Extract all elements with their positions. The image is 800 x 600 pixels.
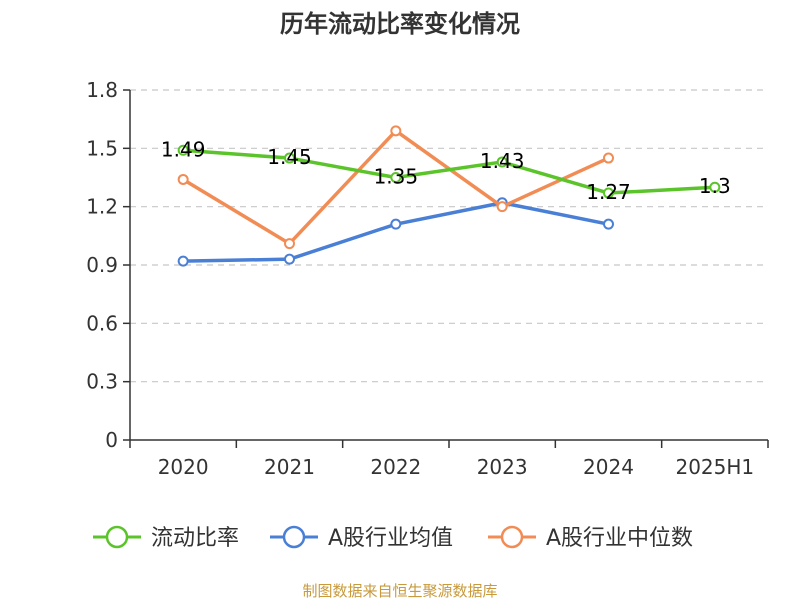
data-point xyxy=(496,201,508,213)
data-point xyxy=(177,255,189,267)
legend-label: A股行业均值 xyxy=(328,526,453,551)
series-line xyxy=(181,148,717,195)
data-point xyxy=(177,173,189,185)
data-point xyxy=(496,156,508,168)
x-tick-label: 2020 xyxy=(158,455,209,479)
x-tick-label: 2023 xyxy=(477,455,528,479)
data-label: 1.3 xyxy=(699,174,731,198)
data-label: 1.45 xyxy=(267,145,312,169)
data-label: 1.27 xyxy=(586,180,631,204)
x-tick-label: 2025H1 xyxy=(675,455,754,479)
data-label: 1.49 xyxy=(161,137,206,161)
source-note: 制图数据来自恒生聚源数据库 xyxy=(302,582,497,600)
chart-title: 历年流动比率变化情况 xyxy=(280,10,520,38)
y-tick-label: 1.5 xyxy=(86,136,118,160)
series-layer xyxy=(177,125,721,267)
grid xyxy=(130,89,768,383)
data-point xyxy=(390,125,402,137)
data-label: 1.43 xyxy=(480,149,525,173)
data-point xyxy=(603,152,614,164)
data-labels: 1.49 1.45 1.35 1.43 1.27 1.3 xyxy=(161,137,731,204)
y-tick-label: 0.6 xyxy=(86,311,118,335)
data-point xyxy=(177,144,189,156)
series-line xyxy=(181,201,611,263)
data-point xyxy=(284,253,295,265)
data-label: 1.35 xyxy=(374,165,419,189)
legend-label: A股行业中位数 xyxy=(546,526,693,551)
x-tick-label: 2024 xyxy=(583,455,634,479)
data-point xyxy=(284,238,295,250)
axes: 0 0.3 0.6 0.9 1.2 1.5 1.8 2020 2021 2022 2023 2024 2… xyxy=(86,78,769,479)
legend-marker xyxy=(500,525,524,549)
y-tick-label: 0 xyxy=(105,428,118,452)
y-tick-label: 0.9 xyxy=(86,253,118,277)
legend-marker xyxy=(105,525,129,549)
x-tick-label: 2021 xyxy=(264,455,315,479)
y-tick-label: 1.8 xyxy=(86,78,118,102)
legend-marker xyxy=(282,525,306,549)
data-point xyxy=(284,152,295,164)
y-tick-label: 1.2 xyxy=(86,195,118,219)
legend-label: 流动比率 xyxy=(151,526,239,551)
legend: 流动比率 A股行业均值 A股行业中位数 xyxy=(93,525,693,551)
data-point xyxy=(709,181,721,193)
data-point xyxy=(390,218,402,230)
data-point xyxy=(603,218,614,230)
x-tick-label: 2022 xyxy=(370,455,421,479)
data-point xyxy=(603,187,614,199)
y-tick-label: 0.3 xyxy=(86,370,118,394)
data-point xyxy=(390,172,402,183)
